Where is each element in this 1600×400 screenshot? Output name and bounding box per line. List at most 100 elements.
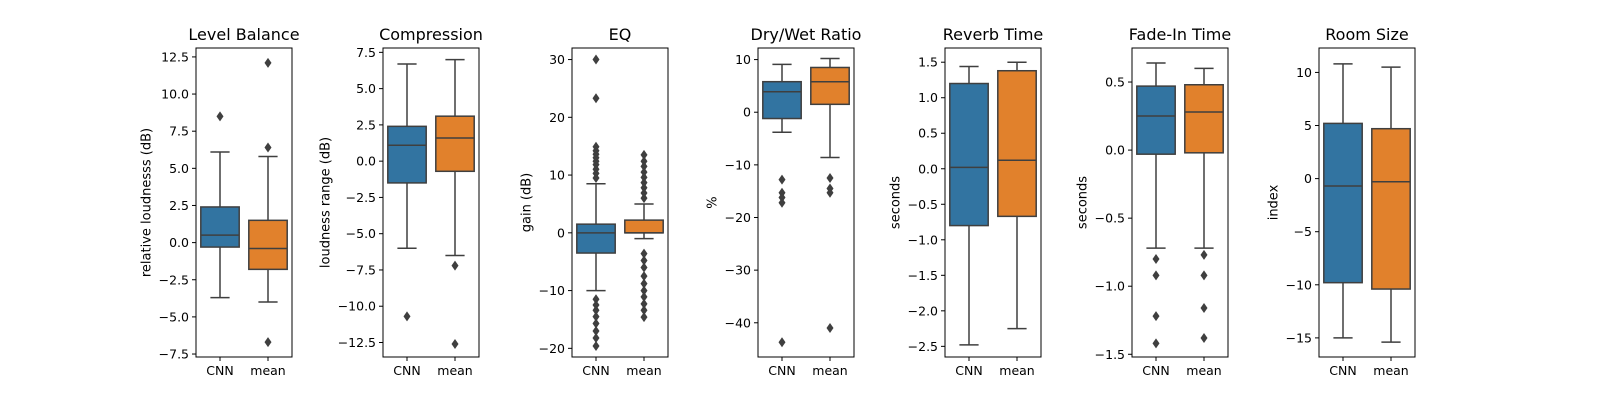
x-tick-label: mean	[1373, 363, 1408, 378]
outlier-point	[778, 174, 786, 185]
subplot-title: EQ	[609, 25, 632, 44]
axes-frame	[1131, 47, 1229, 358]
y-tick-label: −1.5	[1095, 347, 1125, 362]
box-mean	[248, 57, 288, 348]
iqr-box	[810, 66, 850, 106]
outlier-point	[640, 182, 648, 193]
box-mean	[435, 58, 475, 349]
outlier-point	[778, 197, 786, 208]
y-tick-label: 7.5	[169, 124, 189, 139]
subplot-title: Compression	[379, 25, 483, 44]
y-tick-label: −10.0	[338, 299, 376, 314]
y-tick-label: −5	[1294, 224, 1312, 239]
y-tick-label: −2.5	[159, 272, 189, 287]
outlier-point	[640, 285, 648, 296]
outlier-point	[592, 332, 600, 343]
y-tick-label: −2.5	[346, 190, 376, 205]
x-tick-label: mean	[1186, 363, 1221, 378]
y-tick-label: −5.0	[346, 226, 376, 241]
subplot-7: Room Size −15 −10 −5 0 5 10 CNN mean index	[1267, 25, 1416, 378]
outlier-point	[1152, 338, 1160, 349]
iqr-box	[576, 223, 616, 254]
y-tick-label: −2.0	[908, 303, 938, 318]
y-tick-label: 2.5	[169, 198, 189, 213]
outlier-point	[1152, 311, 1160, 322]
y-tick-label: −0.5	[1095, 211, 1125, 226]
y-tick-label: 0	[1304, 171, 1312, 186]
outlier-point	[592, 172, 600, 183]
x-tick-label: CNN	[1329, 363, 1356, 378]
box-mean	[1371, 66, 1411, 343]
outlier-point	[451, 260, 459, 271]
iqr-box	[997, 69, 1037, 218]
iqr-box	[1136, 85, 1176, 155]
y-tick-label: 10	[735, 52, 751, 67]
subplot-title: Fade-In Time	[1129, 25, 1231, 44]
outlier-point	[264, 337, 272, 348]
outlier-point	[826, 173, 834, 184]
y-tick-label: −30	[725, 263, 751, 278]
y-tick-label: 0.0	[1105, 143, 1125, 158]
y-tick-label: 0	[557, 225, 565, 240]
outlier-point	[592, 93, 600, 104]
y-tick-label: −20	[725, 210, 751, 225]
iqr-box	[1371, 127, 1411, 290]
outlier-point	[264, 142, 272, 153]
outlier-point	[1152, 270, 1160, 281]
outlier-point	[640, 187, 648, 198]
outlier-point	[403, 311, 411, 322]
axes-frame	[757, 47, 855, 358]
y-tick-label: −5.0	[159, 309, 189, 324]
iqr-box	[248, 219, 288, 271]
y-tick-label: 0.5	[918, 126, 938, 141]
iqr-box	[200, 206, 240, 248]
outlier-point	[592, 305, 600, 316]
outlier-point	[264, 57, 272, 68]
outlier-point	[640, 305, 648, 316]
x-tick-label: mean	[437, 363, 472, 378]
outlier-point	[1200, 270, 1208, 281]
y-tick-label: −1.0	[1095, 279, 1125, 294]
outlier-point	[640, 248, 648, 259]
outlier-point	[778, 192, 786, 203]
box-CNN	[1136, 62, 1176, 349]
subplot-title: Dry/Wet Ratio	[751, 25, 862, 44]
y-tick-label: 0.0	[169, 235, 189, 250]
x-tick-label: CNN	[1142, 363, 1169, 378]
y-tick-label: −0.5	[908, 197, 938, 212]
axes-frame	[382, 47, 480, 358]
y-axis-label: %	[706, 196, 721, 208]
outlier-point	[592, 54, 600, 65]
x-tick-label: mean	[626, 363, 661, 378]
outlier-point	[640, 271, 648, 282]
box-CNN	[762, 63, 802, 348]
outlier-point	[640, 298, 648, 309]
axes-frame	[1318, 47, 1416, 358]
x-tick-label: mean	[250, 363, 285, 378]
x-tick-label: mean	[812, 363, 847, 378]
subplot-title: Level Balance	[188, 25, 299, 44]
y-tick-label: 1.0	[918, 90, 938, 105]
iqr-box	[762, 80, 802, 120]
y-tick-label: −15	[1286, 330, 1312, 345]
y-tick-label: 0.5	[1105, 75, 1125, 90]
outlier-point	[592, 341, 600, 352]
box-mean	[997, 61, 1037, 330]
y-axis-label: index	[1267, 184, 1282, 220]
y-tick-label: −20	[539, 341, 565, 356]
y-tick-label: 0	[743, 105, 751, 120]
y-tick-label: 5	[1304, 118, 1312, 133]
box-mean	[624, 149, 664, 323]
outlier-point	[451, 338, 459, 349]
iqr-box	[1184, 84, 1224, 154]
outlier-point	[640, 291, 648, 302]
outlier-point	[640, 262, 648, 273]
subplot-3: EQ −20 −10 0 10 20 30 CNN mean gain (dB)	[520, 25, 669, 378]
y-tick-label: 1.5	[918, 55, 938, 70]
subplot-title: Room Size	[1325, 25, 1409, 44]
y-tick-label: 10	[1296, 65, 1312, 80]
iqr-box	[387, 125, 427, 184]
x-tick-label: CNN	[768, 363, 795, 378]
axes-frame	[944, 47, 1042, 358]
